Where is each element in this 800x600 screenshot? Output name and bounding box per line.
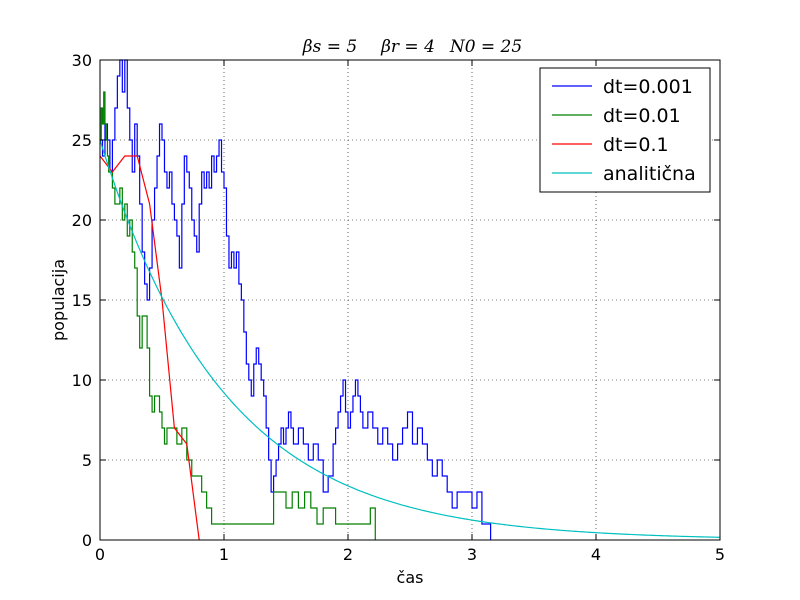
x-tick-label: 5 <box>715 545 725 564</box>
y-tick-label: 5 <box>82 451 92 470</box>
legend: dt=0.001 dt=0.01 dt=0.1 analitična <box>539 67 711 193</box>
y-tick-label: 10 <box>72 371 92 390</box>
legend-label-analiticna: analitična <box>603 163 696 185</box>
y-tick-label: 20 <box>72 211 92 230</box>
tick-layer: 0 1 2 3 4 5 0 5 10 15 20 25 30 <box>72 51 725 564</box>
series-line-3 <box>99 139 721 538</box>
legend-label-dt001: dt=0.01 <box>603 105 681 127</box>
x-axis-label: čas <box>397 568 424 587</box>
series-line-2 <box>99 155 200 541</box>
legend-label-dt01: dt=0.1 <box>603 134 669 156</box>
x-tick-label: 3 <box>467 545 477 564</box>
x-tick-label: 1 <box>219 545 229 564</box>
series-layer <box>99 59 721 541</box>
legend-box <box>539 67 711 193</box>
legend-label-dt0001: dt=0.001 <box>603 76 693 98</box>
series-line-0 <box>100 59 492 540</box>
x-tick-label: 4 <box>591 545 601 564</box>
y-tick-label: 15 <box>72 291 92 310</box>
title-part-beta-r: βr = 4 <box>380 37 435 57</box>
x-tick-label: 2 <box>343 545 353 564</box>
y-tick-label: 0 <box>82 531 92 550</box>
y-axis-label: populacija <box>49 259 68 341</box>
chart-title: βs = 5 βr = 4 N0 = 25 <box>302 37 522 57</box>
title-part-beta-s: βs = 5 <box>302 37 357 57</box>
y-tick-label: 30 <box>72 51 92 70</box>
x-tick-label: 0 <box>95 545 105 564</box>
title-part-n0: N0 = 25 <box>449 37 522 57</box>
series-line-1 <box>100 91 376 540</box>
y-tick-label: 25 <box>72 131 92 150</box>
